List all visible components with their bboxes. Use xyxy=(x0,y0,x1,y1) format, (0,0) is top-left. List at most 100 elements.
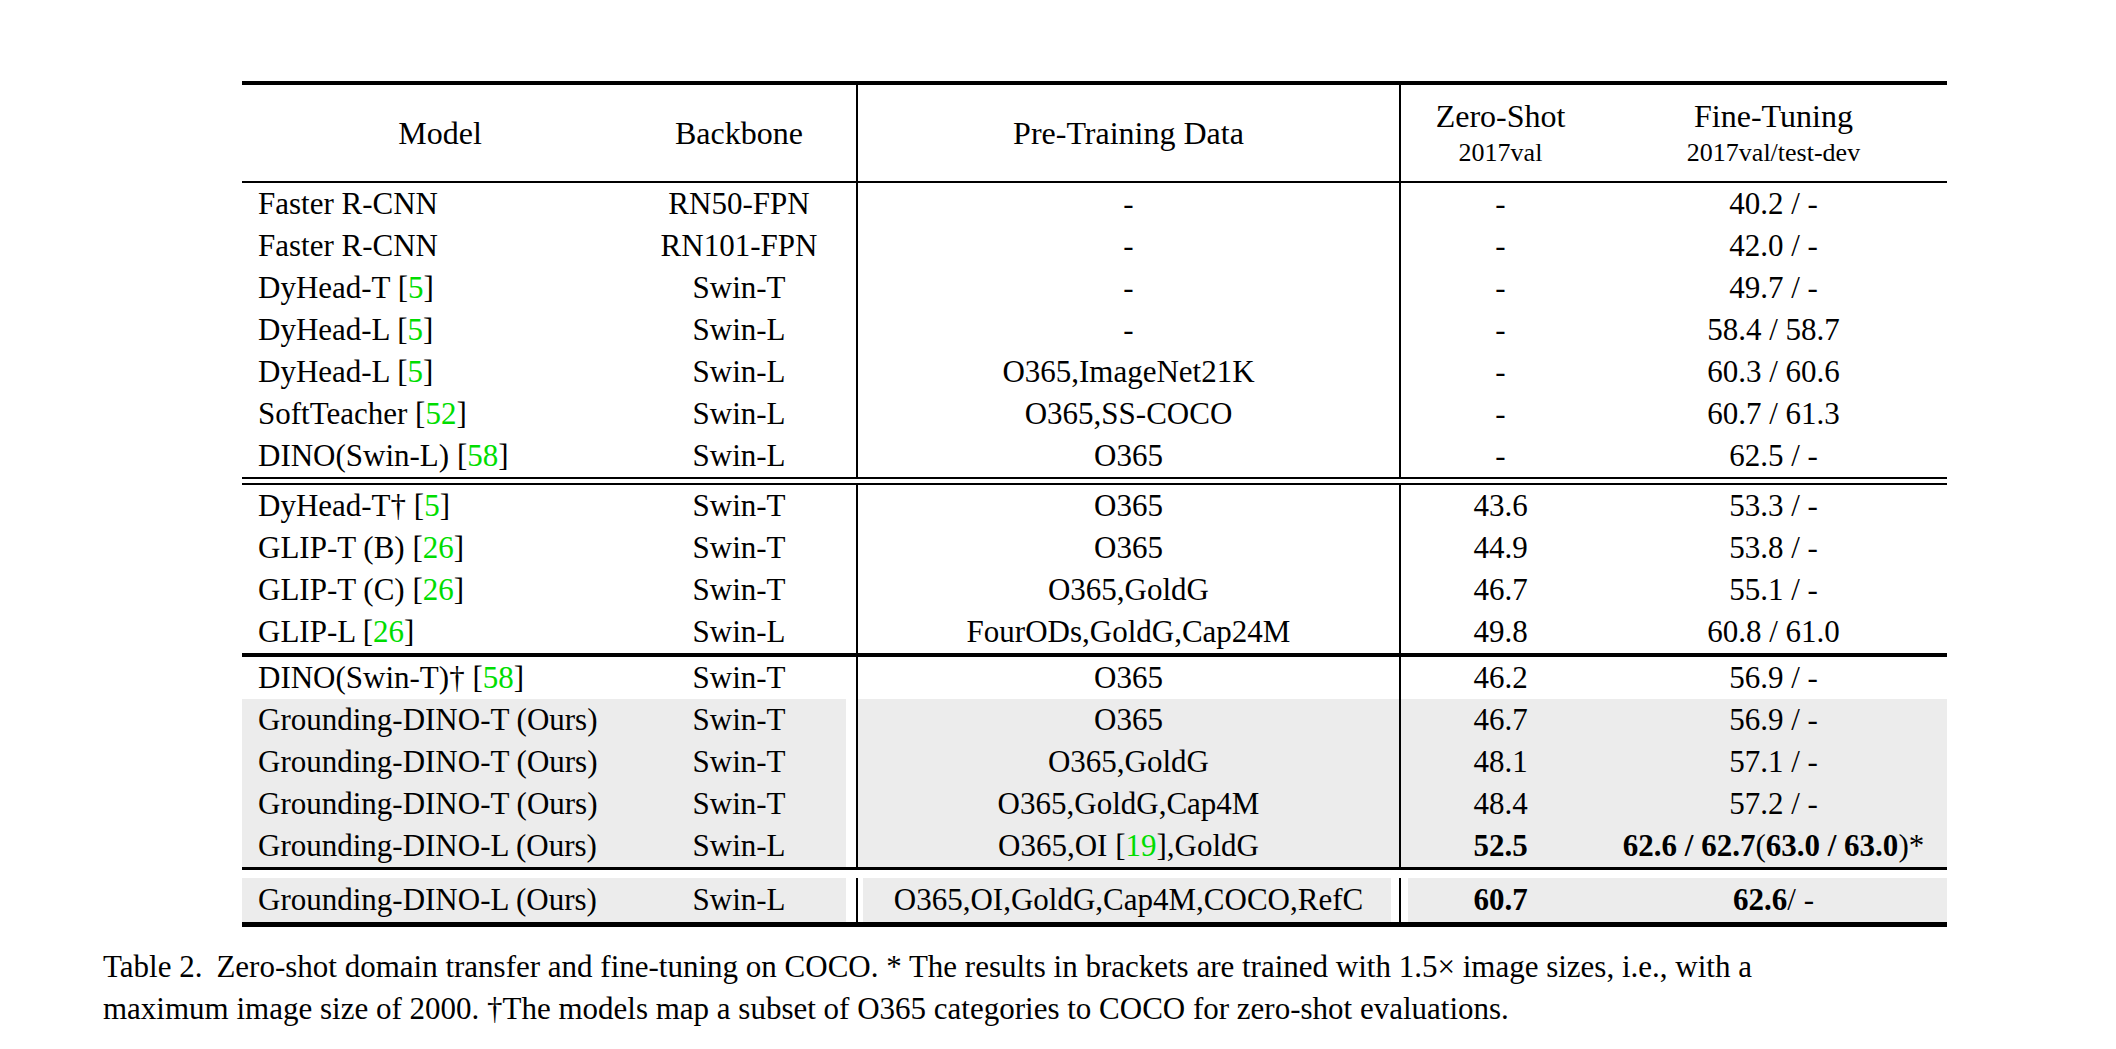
header-model: Model xyxy=(242,85,622,181)
citation-ref: 26 xyxy=(423,572,454,608)
backbone-cell: Swin-L xyxy=(622,351,856,393)
header-pretrain: Pre-Training Data xyxy=(856,85,1399,181)
zeroshot-cell: 48.4 xyxy=(1399,783,1600,825)
table-rule-double xyxy=(242,477,1947,485)
backbone-cell: Swin-L xyxy=(622,309,856,351)
backbone-cell: Swin-T xyxy=(622,783,856,825)
citation-ref: 5 xyxy=(408,270,424,306)
pretrain-cell: O365,ImageNet21K xyxy=(856,351,1399,393)
table-header-row: Model Backbone Pre-Training Data Zero-Sh… xyxy=(242,85,1947,181)
zeroshot-cell: 44.9 xyxy=(1399,527,1600,569)
table-row: GLIP-T (C) [26]Swin-TO365,GoldG46.755.1 … xyxy=(242,569,1947,611)
table-row: Grounding-DINO-T (Ours)Swin-TO365,GoldG,… xyxy=(242,783,1947,825)
table-row: DyHead-T† [5]Swin-TO36543.653.3 / - xyxy=(242,485,1947,527)
caption-line-1: Table 2. Zero-shot domain transfer and fi… xyxy=(103,946,2048,988)
table-rule-bottom xyxy=(242,922,1947,927)
pretrain-cell: - xyxy=(856,225,1399,267)
pretrain-cell: O365,OI [19],GoldG xyxy=(856,825,1399,867)
zeroshot-cell: - xyxy=(1399,309,1600,351)
backbone-cell: Swin-T xyxy=(622,569,856,611)
zeroshot-cell: - xyxy=(1399,393,1600,435)
finetune-cell: 53.3 / - xyxy=(1600,485,1947,527)
table-row: GLIP-L [26]Swin-LFourODs,GoldG,Cap24M49.… xyxy=(242,611,1947,653)
backbone-cell: Swin-L xyxy=(622,435,856,477)
zeroshot-cell: 46.7 xyxy=(1399,699,1600,741)
model-cell: Grounding-DINO-T (Ours) xyxy=(242,783,622,825)
backbone-cell: RN50-FPN xyxy=(622,183,856,225)
table-section-final: Grounding-DINO-L (Ours)Swin-LO365,OI,Gol… xyxy=(242,878,1947,922)
pretrain-cell: - xyxy=(856,267,1399,309)
table-row: Grounding-DINO-T (Ours)Swin-TO365,GoldG4… xyxy=(242,741,1947,783)
pretrain-cell: O365,GoldG xyxy=(856,741,1399,783)
zeroshot-cell: 46.7 xyxy=(1399,569,1600,611)
caption-label: Table 2. xyxy=(103,949,202,984)
citation-ref: 5 xyxy=(407,312,423,348)
citation-ref: 19 xyxy=(1125,828,1156,864)
citation-ref: 5 xyxy=(407,354,423,390)
zeroshot-cell: - xyxy=(1399,435,1600,477)
table-row: Grounding-DINO-L (Ours)Swin-LO365,OI [19… xyxy=(242,825,1947,867)
model-cell: Grounding-DINO-T (Ours) xyxy=(242,741,622,783)
header-backbone: Backbone xyxy=(622,85,856,181)
finetune-cell: 60.3 / 60.6 xyxy=(1600,351,1947,393)
finetune-cell: 53.8 / - xyxy=(1600,527,1947,569)
paper-page: { "colors": { "citation_green": "#00dd00… xyxy=(0,0,2116,1049)
backbone-cell: RN101-FPN xyxy=(622,225,856,267)
model-cell: DyHead-T† [5] xyxy=(242,485,622,527)
model-cell: DINO(Swin-T)† [58] xyxy=(242,657,622,699)
header-zeroshot-title: Zero-Shot xyxy=(1436,98,1566,135)
pretrain-cell: O365 xyxy=(856,435,1399,477)
backbone-cell: Swin-L xyxy=(622,825,856,867)
header-zeroshot-sub: 2017val xyxy=(1459,138,1543,168)
caption-line-2: maximum image size of 2000. †The models … xyxy=(103,988,2048,1030)
table-row: DyHead-L [5]Swin-L--58.4 / 58.7 xyxy=(242,309,1947,351)
model-cell: DyHead-T [5] xyxy=(242,267,622,309)
table-section-grounding-dino: DINO(Swin-T)† [58]Swin-TO36546.256.9 / -… xyxy=(242,657,1947,867)
pretrain-cell: O365,SS-COCO xyxy=(856,393,1399,435)
pretrain-cell: O365,GoldG xyxy=(856,569,1399,611)
zeroshot-cell: 46.2 xyxy=(1399,657,1600,699)
zeroshot-cell: - xyxy=(1399,225,1600,267)
header-finetune-sub: 2017val/test-dev xyxy=(1687,138,1860,168)
table-row: Faster R-CNNRN101-FPN--42.0 / - xyxy=(242,225,1947,267)
citation-ref: 5 xyxy=(424,488,440,524)
model-cell: Grounding-DINO-T (Ours) xyxy=(242,699,622,741)
backbone-cell: Swin-T xyxy=(622,741,856,783)
caption-text-1: Zero-shot domain transfer and fine-tunin… xyxy=(216,949,1752,984)
finetune-cell: 58.4 / 58.7 xyxy=(1600,309,1947,351)
table-caption: Table 2. Zero-shot domain transfer and fi… xyxy=(103,946,2048,1030)
model-cell: SoftTeacher [52] xyxy=(242,393,622,435)
zeroshot-cell: 49.8 xyxy=(1399,611,1600,653)
backbone-cell: Swin-T xyxy=(622,485,856,527)
model-cell: GLIP-T (C) [26] xyxy=(242,569,622,611)
pretrain-cell: O365 xyxy=(856,699,1399,741)
table-row: Grounding-DINO-T (Ours)Swin-TO36546.756.… xyxy=(242,699,1947,741)
backbone-cell: Swin-L xyxy=(622,611,856,653)
pretrain-cell: - xyxy=(856,183,1399,225)
header-zeroshot: Zero-Shot 2017val xyxy=(1399,85,1600,181)
finetune-cell: 56.9 / - xyxy=(1600,699,1947,741)
backbone-cell: Swin-L xyxy=(622,878,856,922)
finetune-cell: 55.1 / - xyxy=(1600,569,1947,611)
table-row: DyHead-L [5]Swin-LO365,ImageNet21K-60.3 … xyxy=(242,351,1947,393)
table-row: DINO(Swin-T)† [58]Swin-TO36546.256.9 / - xyxy=(242,657,1947,699)
pretrain-cell: O365,OI,GoldG,Cap4M,COCO,RefC xyxy=(856,878,1399,922)
header-finetune: Fine-Tuning 2017val/test-dev xyxy=(1600,85,1947,181)
finetune-cell: 62.5 / - xyxy=(1600,435,1947,477)
model-cell: GLIP-L [26] xyxy=(242,611,622,653)
backbone-cell: Swin-T xyxy=(622,657,856,699)
results-table: Model Backbone Pre-Training Data Zero-Sh… xyxy=(242,81,1947,927)
citation-ref: 58 xyxy=(467,438,498,474)
citation-ref: 26 xyxy=(423,530,454,566)
pretrain-cell: O365,GoldG,Cap4M xyxy=(856,783,1399,825)
table-section-gap xyxy=(242,870,1947,878)
table-row: Faster R-CNNRN50-FPN--40.2 / - xyxy=(242,183,1947,225)
finetune-cell: 56.9 / - xyxy=(1600,657,1947,699)
finetune-cell: 40.2 / - xyxy=(1600,183,1947,225)
finetune-cell: 60.7 / 61.3 xyxy=(1600,393,1947,435)
model-cell: Faster R-CNN xyxy=(242,225,622,267)
model-cell: Faster R-CNN xyxy=(242,183,622,225)
table-section-zeroshot-baselines: DyHead-T† [5]Swin-TO36543.653.3 / - GLIP-… xyxy=(242,485,1947,653)
zeroshot-cell: - xyxy=(1399,183,1600,225)
backbone-cell: Swin-T xyxy=(622,267,856,309)
